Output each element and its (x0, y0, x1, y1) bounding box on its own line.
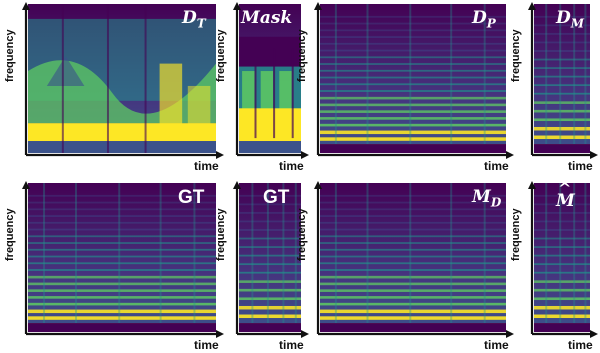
panel-title-main: D (472, 8, 487, 28)
panel-gt-wide: GT frequency time (4, 181, 224, 352)
axis-arrows (22, 181, 224, 338)
panel-title-mhat: M ^ (556, 179, 575, 211)
y-axis-label: frequency (215, 29, 227, 82)
spectrogram-canvas (534, 183, 590, 332)
spectrogram-canvas (320, 183, 506, 332)
panel-title-subscript: P (486, 16, 496, 31)
spectrogram-canvas (239, 4, 301, 153)
axis-arrows (233, 2, 309, 159)
panel-title-main: D (556, 8, 571, 28)
panel-title-main: GT (263, 187, 290, 208)
panel-dt: DT frequency time (4, 2, 224, 173)
y-axis-label: frequency (296, 208, 308, 261)
spectrogram-canvas (28, 4, 216, 153)
panel-title-dp: DP (472, 8, 496, 30)
hat-accent-icon: ^ (558, 179, 572, 198)
panel-title-dm: DM (556, 8, 584, 30)
panel-dp: DP frequency time (296, 2, 514, 173)
x-axis-label: time (279, 159, 304, 173)
axis-arrows (233, 181, 309, 338)
panel-title-gt-narrow: GT (263, 187, 289, 209)
y-axis-label: frequency (510, 29, 522, 82)
spectrogram-md (320, 183, 506, 332)
spectrogram-dt (28, 4, 216, 153)
spectrogram-gt-narrow (239, 183, 301, 332)
axis-arrows (528, 2, 598, 159)
panel-title-main: D (182, 8, 197, 28)
spectrogram-dp (320, 4, 506, 153)
x-axis-label: time (279, 338, 304, 352)
y-axis-label: frequency (296, 29, 308, 82)
panel-title-main: Mask (241, 8, 293, 28)
axis-arrows (314, 2, 514, 159)
spectrogram-canvas (28, 183, 216, 332)
panel-title-md: MD (472, 187, 501, 209)
panel-title-subscript: M (570, 16, 585, 31)
spectrogram-mhat (534, 183, 590, 332)
panel-title-gt-wide: GT (178, 187, 204, 209)
panel-title-mask: Mask (241, 8, 292, 28)
panel-mhat: M ^ frequency time (510, 179, 598, 352)
panel-mask: Mask frequency time (215, 2, 309, 173)
x-axis-label: time (484, 338, 509, 352)
axis-arrows (22, 2, 224, 159)
x-axis-label: time (568, 159, 593, 173)
panel-dm: DM frequency time (510, 2, 598, 173)
y-axis-label: frequency (215, 208, 227, 261)
y-axis-label: frequency (4, 29, 16, 82)
spectrogram-canvas (320, 4, 506, 153)
y-axis-label: frequency (510, 208, 522, 261)
x-axis-label: time (194, 159, 219, 173)
axis-arrows (314, 181, 514, 338)
spectrogram-canvas (534, 4, 590, 153)
spectrogram-gt-wide (28, 183, 216, 332)
x-axis-label: time (484, 159, 509, 173)
panel-title-subscript: T (196, 16, 206, 31)
spectrogram-mask (239, 4, 301, 153)
panel-title-main: GT (178, 187, 205, 208)
axis-arrows (528, 181, 598, 338)
x-axis-label: time (194, 338, 219, 352)
panel-title-dt: DT (182, 8, 206, 30)
panel-gt-narrow: GT frequency time (215, 181, 309, 352)
spectrogram-canvas (239, 183, 301, 332)
panel-md: MD frequency time (296, 181, 514, 352)
spectrogram-dm (534, 4, 590, 153)
y-axis-label: frequency (4, 208, 16, 261)
panel-title-main: M (556, 191, 575, 211)
panel-title-main: M (472, 187, 491, 207)
panel-title-subscript: D (490, 195, 502, 210)
x-axis-label: time (568, 338, 593, 352)
